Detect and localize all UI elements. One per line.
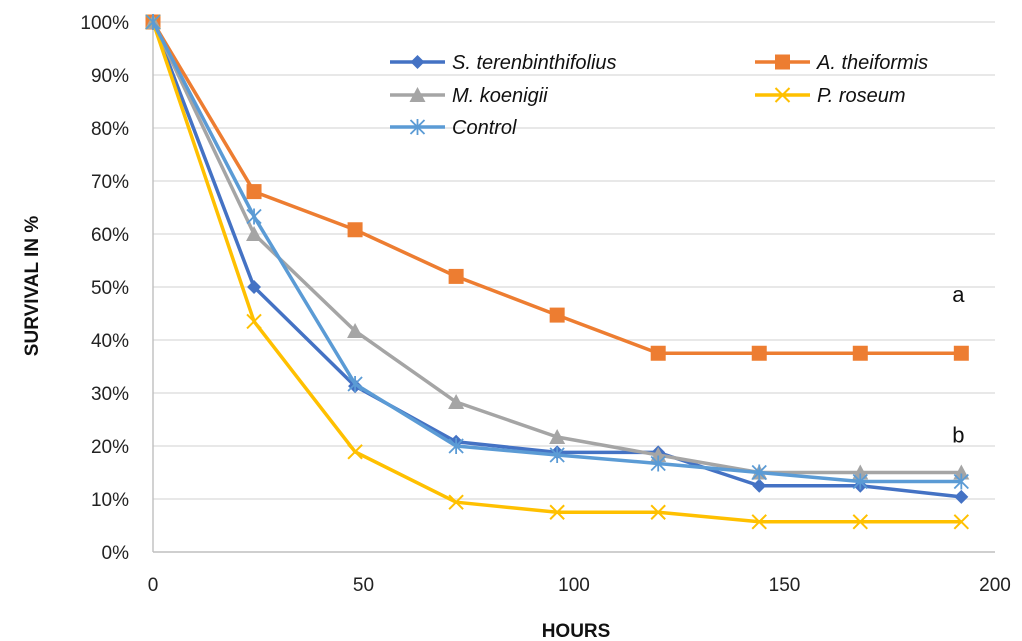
data-point	[954, 489, 969, 504]
data-point	[953, 345, 969, 361]
annotation-label: b	[952, 422, 964, 447]
x-tick-label: 100	[558, 575, 590, 596]
grid-lines	[153, 21, 995, 500]
y-tick-label: 20%	[91, 437, 129, 458]
y-axis-title: SURVIVAL IN %	[22, 216, 43, 357]
series-2	[145, 14, 970, 480]
x-tick-labels: 0 50 100 150 200	[148, 575, 1011, 596]
data-point	[751, 345, 767, 361]
legend-marker	[775, 54, 790, 70]
annotations: ab	[952, 282, 965, 447]
data-point	[650, 455, 666, 472]
data-point	[752, 478, 767, 493]
data-point	[246, 184, 262, 200]
data-point	[247, 280, 262, 294]
y-tick-label: 80%	[91, 119, 129, 140]
data-point	[650, 345, 666, 361]
legend-label: M. koenigii	[452, 85, 548, 107]
data-point	[549, 428, 566, 444]
data-point	[246, 208, 262, 225]
x-axis-title: HOURS	[542, 621, 611, 641]
legend-marker	[409, 87, 426, 102]
legend-label: A. theiformis	[816, 52, 928, 74]
legend-marker	[774, 87, 791, 103]
legend-item: S. terenbinthifolius	[390, 52, 617, 74]
y-tick-label: 0%	[102, 543, 130, 564]
y-tick-label: 70%	[91, 172, 129, 193]
annotation-label: a	[952, 282, 965, 307]
data-point	[145, 14, 161, 30]
y-tick-label: 10%	[91, 490, 129, 511]
data-point	[549, 504, 565, 520]
legend-item: P. roseum	[755, 85, 906, 107]
axes	[152, 22, 995, 553]
data-point	[347, 322, 364, 338]
data-point	[246, 226, 263, 241]
data-point	[852, 464, 869, 480]
legend-marker	[410, 55, 425, 69]
data-point	[751, 514, 767, 530]
y-tick-label: 100%	[80, 13, 129, 34]
legend-marker	[409, 119, 426, 135]
data-point	[448, 394, 465, 410]
series-4	[145, 14, 969, 490]
x-tick-label: 50	[353, 575, 374, 596]
legend-label: P. roseum	[817, 85, 906, 107]
y-tick-label: 40%	[91, 331, 129, 352]
data-point	[347, 375, 363, 392]
data-point	[953, 473, 969, 490]
data-point	[448, 438, 464, 454]
series-lines	[145, 14, 970, 530]
data-point	[852, 514, 868, 530]
legend-item: Control	[390, 117, 517, 139]
y-tick-labels: 0% 10% 20% 30% 40% 50% 60% 70% 80% 90% 100%	[80, 13, 129, 564]
data-point	[347, 444, 363, 460]
data-point	[549, 307, 565, 323]
data-point	[246, 313, 262, 330]
x-tick-label: 0	[148, 575, 159, 596]
data-point	[953, 464, 970, 480]
data-point	[650, 504, 666, 520]
data-point	[347, 222, 363, 238]
legend-item: M. koenigii	[390, 85, 548, 107]
data-point	[751, 464, 767, 481]
y-tick-label: 30%	[91, 384, 129, 405]
legend-label: S. terenbinthifolius	[452, 52, 617, 74]
legend-item: A. theiformis	[755, 52, 928, 74]
y-tick-label: 90%	[91, 66, 129, 87]
legend: S. terenbinthifolius A. theiformis M. koen…	[390, 52, 928, 139]
x-tick-label: 150	[769, 575, 801, 596]
y-tick-label: 50%	[91, 278, 129, 299]
data-point	[852, 345, 868, 361]
data-point	[852, 473, 868, 490]
data-point	[549, 447, 565, 464]
legend-label: Control	[452, 117, 517, 139]
data-point	[953, 514, 970, 530]
data-point	[448, 268, 464, 284]
y-tick-label: 60%	[91, 225, 129, 246]
data-point	[448, 494, 464, 510]
x-tick-label: 200	[979, 575, 1011, 596]
